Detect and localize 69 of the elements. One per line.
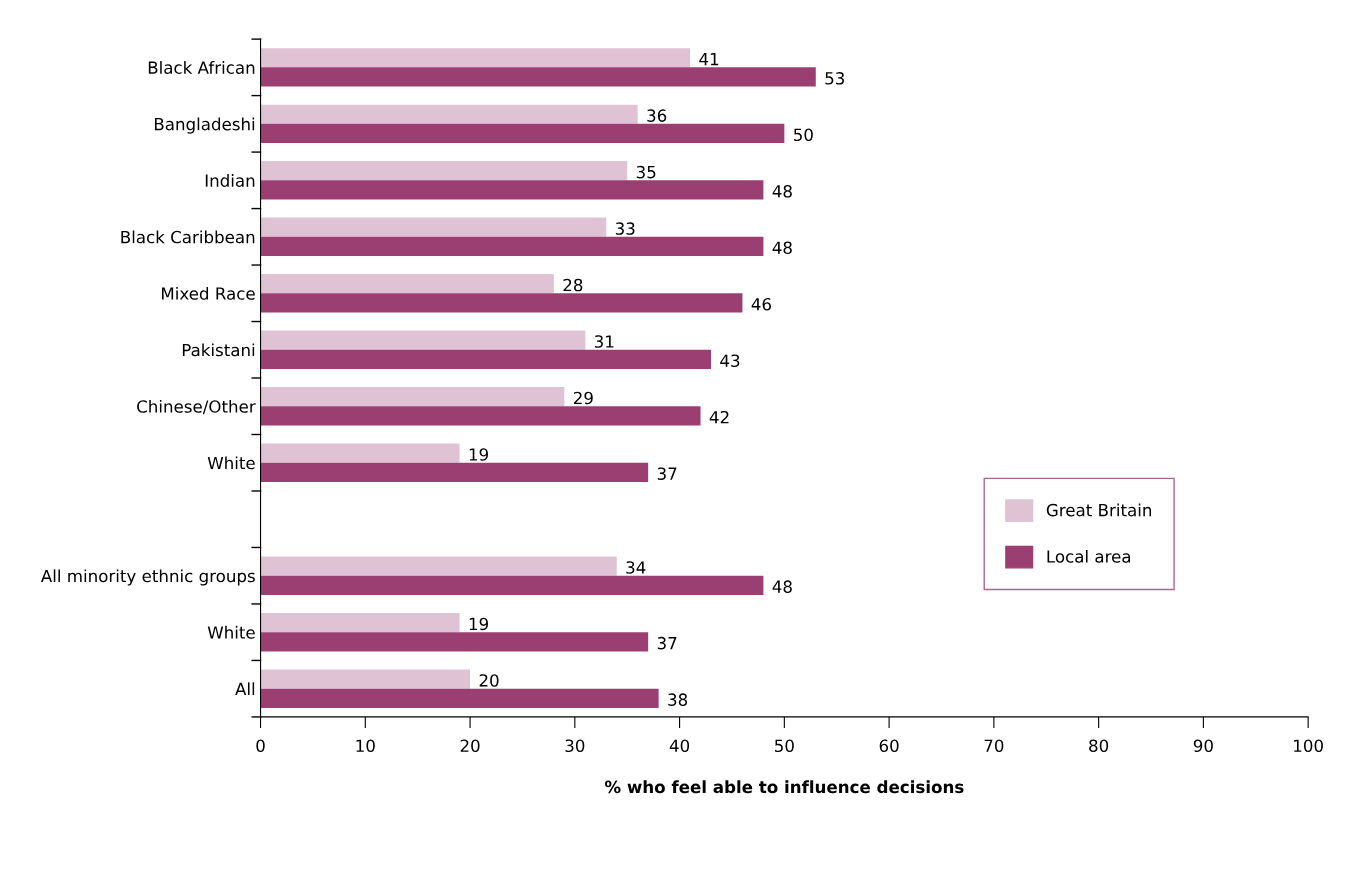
x-tick-label: 90 <box>1193 739 1213 753</box>
y-tick-label: Mixed Race <box>161 286 255 300</box>
bar <box>260 387 565 407</box>
data-label: 19 <box>469 448 489 461</box>
x-tick-label: 60 <box>879 739 899 753</box>
bar <box>260 236 764 257</box>
data-label: 50 <box>794 128 813 142</box>
bar <box>260 688 659 708</box>
y-tick-label: Bangladeshi <box>154 117 255 134</box>
bar <box>260 669 471 689</box>
data-label: 48 <box>772 184 792 198</box>
x-axis-title: % who feel able to influence decisions <box>604 780 964 794</box>
data-label: 38 <box>668 693 688 706</box>
bar <box>260 161 628 181</box>
bar <box>260 443 460 463</box>
bar <box>260 575 764 595</box>
data-label: 31 <box>594 335 614 348</box>
bar <box>260 274 554 294</box>
bar <box>260 330 586 350</box>
data-label: 19 <box>469 617 489 631</box>
bar <box>260 180 764 200</box>
bar <box>260 612 460 633</box>
y-tick-label: White <box>207 456 255 470</box>
y-tick-label: All minority ethnic groups <box>40 569 255 586</box>
y-tick-label: Chinese/Other <box>137 399 256 415</box>
x-tick-label: 20 <box>460 739 480 753</box>
bar <box>260 123 785 144</box>
y-tick-label: Pakistani <box>182 343 255 357</box>
bar <box>260 48 691 68</box>
x-tick-label: 0 <box>256 739 265 753</box>
y-tick-label: Indian <box>205 173 255 187</box>
data-label: 41 <box>699 53 719 66</box>
data-label: 28 <box>563 278 583 292</box>
data-label: 34 <box>626 561 646 574</box>
bar <box>260 217 607 237</box>
bar <box>260 104 638 124</box>
x-tick-label: 10 <box>356 739 375 753</box>
bar <box>260 293 743 313</box>
y-tick-label: All <box>235 682 255 696</box>
data-label: 33 <box>615 222 635 235</box>
x-tick-label: 40 <box>669 739 690 753</box>
bar <box>260 556 617 576</box>
data-label: 35 <box>636 165 656 179</box>
bar <box>260 406 701 426</box>
y-tick-label: Black Caribbean <box>121 230 255 244</box>
bar <box>260 67 816 87</box>
x-tick-label: 100 <box>1294 739 1323 753</box>
data-label: 37 <box>657 467 677 481</box>
data-label: 42 <box>709 410 729 424</box>
bar <box>260 632 649 652</box>
y-tick-label: White <box>207 625 255 639</box>
bar <box>260 462 649 482</box>
legend-label: Great Britain <box>1046 503 1152 517</box>
x-tick-label: 50 <box>775 739 794 753</box>
data-label: 53 <box>825 72 845 85</box>
data-label: 36 <box>647 109 667 122</box>
data-label: 37 <box>657 636 677 650</box>
x-tick-label: 30 <box>565 739 585 753</box>
legend-label: Local area <box>1047 549 1131 563</box>
x-tick-label: 80 <box>1089 739 1109 753</box>
data-label: 48 <box>772 580 792 593</box>
data-label: 20 <box>479 674 499 687</box>
data-label: 48 <box>772 241 792 255</box>
x-tick-label: 70 <box>984 739 1004 753</box>
data-label: 46 <box>751 297 771 311</box>
bar <box>260 349 712 369</box>
data-label: 43 <box>720 354 740 368</box>
y-tick-label: Black African <box>148 61 255 74</box>
data-label: 29 <box>573 391 593 405</box>
